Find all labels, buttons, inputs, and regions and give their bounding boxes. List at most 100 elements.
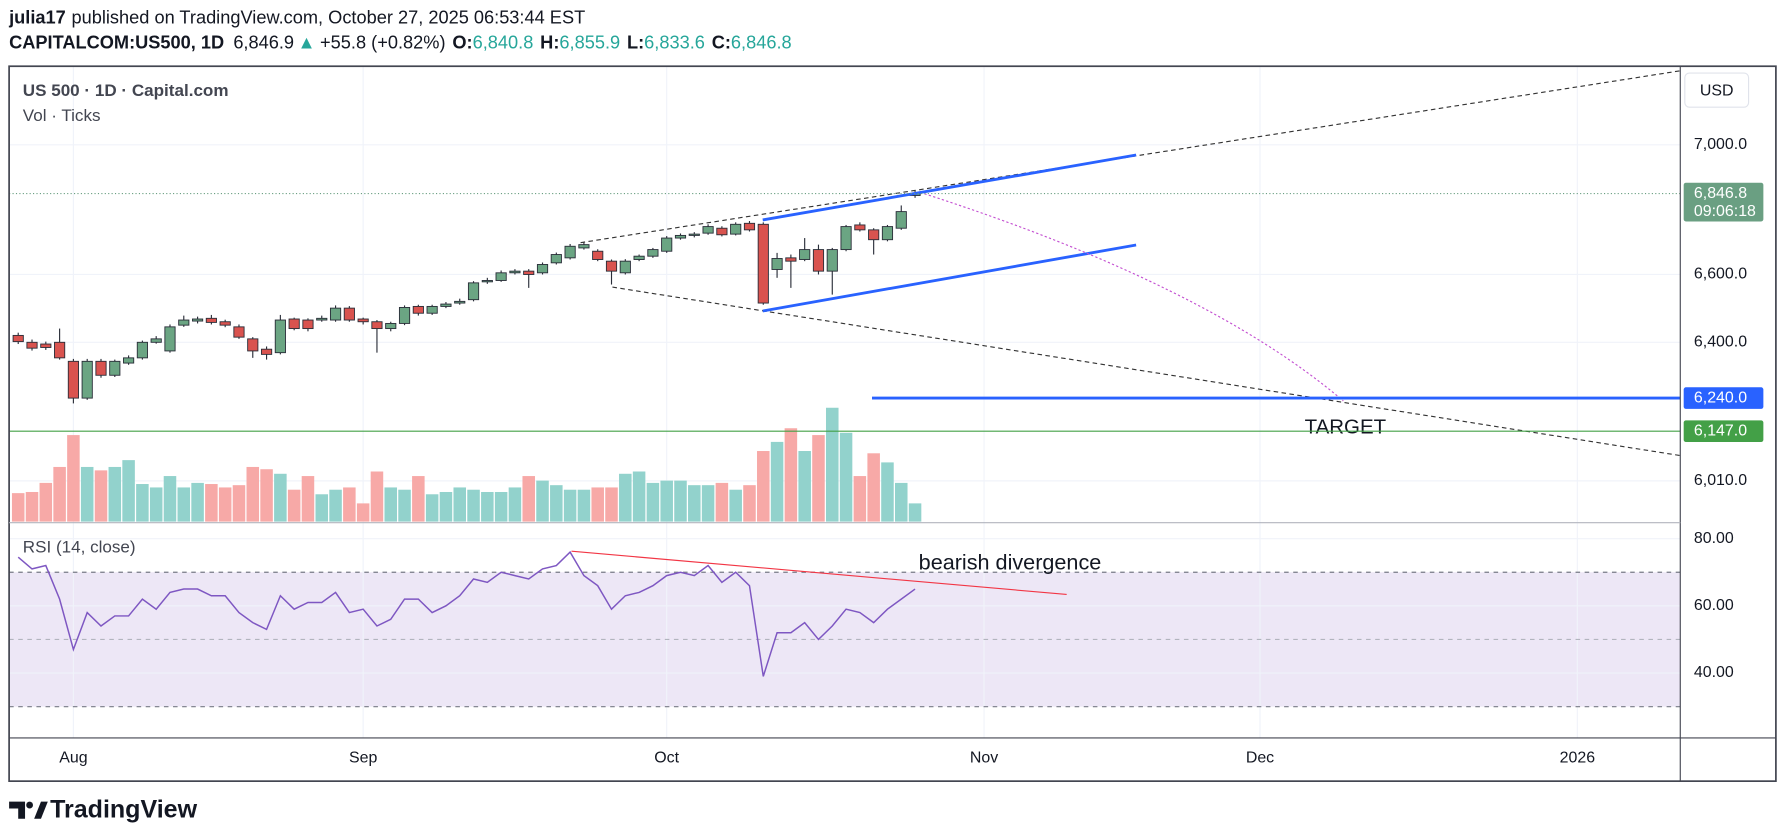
volume-bar: [370, 471, 384, 522]
volume-bar: [301, 476, 315, 522]
last-price: 6,846.9: [233, 32, 294, 52]
candle-body: [81, 360, 93, 399]
y-tick-label: 7,000.0: [1694, 136, 1747, 153]
candle-body: [702, 226, 714, 234]
author: julia17: [8, 7, 66, 27]
x-tick-label: Sep: [349, 750, 377, 767]
underlay: [9, 66, 1681, 738]
candle-body: [688, 233, 700, 236]
candle-body: [716, 227, 728, 236]
x-tick-label: Dec: [1246, 750, 1274, 767]
watermark: TradingView: [50, 795, 198, 823]
candle-body: [509, 270, 521, 274]
candle-body: [412, 305, 424, 314]
candle-body: [178, 319, 190, 326]
candle-body: [329, 307, 342, 321]
candle-body: [592, 250, 604, 260]
volume-bar: [632, 471, 646, 522]
ohlc-value: 6,840.8: [473, 32, 534, 52]
volume-bar: [439, 491, 453, 522]
candle-body: [260, 348, 273, 355]
volume-bar: [812, 435, 825, 522]
candle-body: [605, 260, 618, 272]
candle-body: [247, 338, 259, 352]
volume-bar: [894, 482, 908, 522]
change: +55.8 (+0.82%): [320, 32, 445, 52]
volume-bar: [701, 485, 715, 522]
rsi-tick-label: 80.00: [1694, 530, 1734, 547]
volume-bar: [522, 476, 535, 522]
volume-bar: [881, 462, 894, 522]
volume-bar: [356, 503, 370, 522]
volume-bar: [246, 466, 260, 522]
candle-body: [40, 343, 52, 348]
candle-body: [550, 254, 562, 264]
quote-line: CAPITALCOM:US500, 1D 6,846.9 ▲ +55.8 (+0.82…: [9, 32, 792, 52]
currency-button[interactable]: [1684, 72, 1750, 108]
candle-body: [523, 270, 535, 275]
volume-bar: [770, 441, 784, 522]
volume-bar: [798, 451, 811, 522]
volume-bar: [743, 485, 756, 522]
volume-bar: [908, 503, 922, 522]
volume-bar: [315, 494, 329, 522]
price-label-box: [1683, 182, 1764, 222]
volume-bar: [177, 487, 191, 522]
x-tick-label: 2026: [1560, 750, 1596, 767]
volume-bar: [508, 487, 522, 522]
volume-bar: [136, 484, 149, 522]
rsi-tick-label: 40.00: [1694, 664, 1734, 681]
candle-body: [467, 282, 480, 301]
volume-bar: [605, 487, 618, 522]
candle-body: [619, 260, 631, 274]
candle-body: [826, 249, 838, 272]
ohlc-value: 6,855.9: [559, 32, 620, 52]
volume-bar: [453, 487, 466, 522]
volume-bar: [329, 489, 342, 522]
trend-line: [612, 286, 1681, 457]
candle-body: [385, 322, 397, 330]
candle-body: [233, 326, 245, 338]
candle-body: [109, 360, 121, 376]
volume-bar: [191, 482, 204, 522]
annotation: TARGET: [1305, 416, 1387, 439]
chart-title: US 500 · 1D · Capital.com: [23, 81, 229, 100]
symbol: CAPITALCOM:US500, 1D: [9, 32, 224, 52]
volume-bar: [674, 480, 687, 522]
candle-body: [481, 280, 493, 283]
volume-bar: [412, 476, 425, 522]
volume-bar: [67, 435, 80, 522]
ohlc-value: 6,846.8: [731, 32, 792, 52]
candle-body: [868, 229, 880, 241]
candle-body: [398, 306, 411, 324]
candle-body: [164, 326, 176, 352]
volume-bar: [826, 407, 839, 522]
ohlc-key: C:: [712, 32, 731, 52]
volume-bar: [274, 473, 287, 522]
candle-body: [743, 222, 756, 231]
volume-bar: [343, 487, 356, 522]
rsi-line: [17, 550, 916, 677]
rsi-tick-label: 60.00: [1694, 597, 1734, 614]
volume-bar: [867, 453, 880, 522]
ohlc-key: O:: [452, 32, 472, 52]
candle-body: [426, 305, 438, 314]
candle-body: [674, 234, 687, 239]
price-label: 6,846.8: [1694, 185, 1747, 202]
publish-line: julia17 published on TradingView.com, Oct…: [8, 7, 585, 27]
volume-bar: [688, 485, 701, 522]
candle-body: [316, 317, 328, 321]
candle-body: [123, 357, 135, 364]
volume-bar: [287, 489, 301, 522]
price-label: 6,147.0: [1694, 422, 1747, 439]
candle-body: [578, 244, 590, 249]
divergence-line: [571, 550, 1067, 596]
candle-body: [288, 318, 300, 330]
volume-bar: [550, 485, 563, 522]
volume-bar: [232, 485, 246, 522]
volume-bar: [25, 491, 39, 522]
currency[interactable]: USD: [1700, 82, 1734, 99]
candle-body: [454, 300, 466, 304]
volume-bar: [853, 476, 867, 522]
